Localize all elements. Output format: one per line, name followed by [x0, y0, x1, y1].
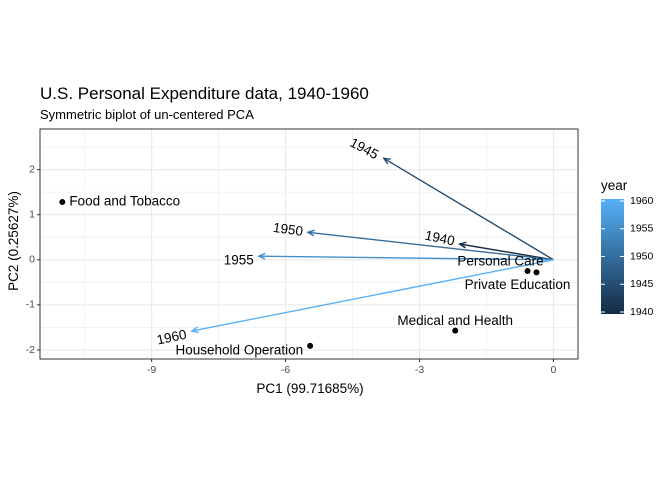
arrowhead-1960 [190, 326, 199, 334]
y-tick-label: 1 [29, 208, 35, 220]
arrow-1955 [258, 255, 554, 261]
point [452, 327, 459, 334]
arrowhead-1955 [257, 252, 266, 260]
chart-title: U.S. Personal Expenditure data, 1940-196… [40, 84, 369, 103]
point-label: Personal Care [457, 254, 543, 269]
legend-colorbar [601, 199, 624, 314]
arrow-1960 [191, 259, 554, 332]
legend-tick-label: 1950 [630, 250, 654, 262]
arrow-label-1955: 1955 [224, 253, 254, 268]
arrowhead-1950 [306, 229, 315, 237]
arrow-label-1960: 1960 [155, 327, 188, 348]
point-label: Household Operation [176, 342, 304, 357]
legend: year 1960 1955 1950 1945 1940 [601, 178, 654, 318]
arrow-1950 [307, 231, 554, 261]
y-tick-label: -2 [26, 344, 35, 356]
point-label: Private Education [465, 277, 571, 292]
legend-title: year [601, 178, 628, 193]
arrow-1940 [459, 243, 554, 261]
x-tick-label: 0 [551, 364, 557, 376]
chart-subtitle: Symmetric biplot of un-centered PCA [40, 107, 254, 122]
arrow-label-1940: 1940 [424, 228, 457, 249]
legend-tick-label: 1945 [630, 278, 654, 290]
arrowhead-1945 [382, 157, 391, 165]
x-tick-label: -6 [281, 364, 290, 376]
y-tick-label: 0 [29, 254, 35, 266]
legend-ticks: 1960 1955 1950 1945 1940 [601, 195, 654, 318]
legend-tick-label: 1940 [630, 306, 654, 318]
legend-tick-label: 1960 [630, 195, 654, 207]
point [524, 268, 531, 275]
x-tick-label: -9 [147, 364, 156, 376]
panel-border [39, 128, 579, 360]
y-tick-label: -1 [26, 299, 35, 311]
arrow-label-1950: 1950 [272, 220, 304, 239]
y-axis-title: PC2 (0.25627%) [6, 191, 21, 291]
x-axis-title: PC1 (99.71685%) [256, 381, 363, 396]
point [59, 199, 66, 206]
point-label: Medical and Health [397, 313, 513, 328]
arrowhead-1940 [457, 241, 467, 249]
point [533, 269, 540, 276]
point [307, 342, 314, 349]
y-tick-label: 2 [29, 163, 35, 175]
point-label: Food and Tobacco [69, 194, 180, 209]
x-tick-label: -3 [415, 364, 424, 376]
arrow-1945 [383, 157, 554, 261]
legend-tick-label: 1955 [630, 223, 654, 235]
panel-background [40, 129, 578, 359]
